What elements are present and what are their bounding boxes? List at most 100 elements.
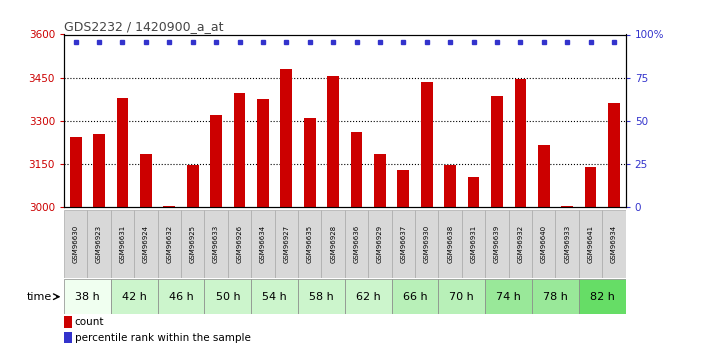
Bar	[345, 279, 392, 314]
Bar	[205, 210, 228, 278]
Text: GSM96633: GSM96633	[213, 225, 219, 263]
Bar	[439, 210, 462, 278]
Bar	[555, 210, 579, 278]
Bar	[164, 206, 175, 207]
Bar	[579, 210, 602, 278]
Bar	[462, 210, 485, 278]
Text: 82 h: 82 h	[590, 292, 615, 302]
Bar	[134, 210, 158, 278]
Text: GSM96640: GSM96640	[541, 225, 547, 263]
Text: GSM96637: GSM96637	[400, 225, 407, 263]
Bar	[234, 93, 245, 207]
Bar	[538, 145, 550, 207]
Bar	[321, 210, 345, 278]
Bar	[608, 104, 620, 207]
Text: 42 h: 42 h	[122, 292, 146, 302]
Text: 58 h: 58 h	[309, 292, 333, 302]
Bar	[64, 316, 72, 328]
Text: GSM96634: GSM96634	[260, 225, 266, 263]
Bar	[368, 210, 392, 278]
Bar	[87, 210, 111, 278]
Bar	[280, 69, 292, 207]
Bar	[397, 170, 410, 207]
Text: count: count	[75, 317, 104, 327]
Bar	[327, 76, 339, 207]
Bar	[579, 279, 626, 314]
Text: 66 h: 66 h	[402, 292, 427, 302]
Bar	[421, 82, 432, 207]
Bar	[485, 279, 532, 314]
Text: GSM96635: GSM96635	[306, 225, 313, 263]
Text: GSM96929: GSM96929	[377, 225, 383, 263]
Bar	[111, 210, 134, 278]
Text: GSM96934: GSM96934	[611, 225, 617, 263]
Text: 46 h: 46 h	[169, 292, 193, 302]
Bar	[392, 279, 439, 314]
Bar	[561, 206, 573, 207]
Bar	[140, 154, 151, 207]
Bar	[64, 279, 111, 314]
Text: percentile rank within the sample: percentile rank within the sample	[75, 333, 250, 343]
Bar	[508, 210, 532, 278]
Bar	[210, 115, 222, 207]
Bar	[532, 279, 579, 314]
Text: GSM96926: GSM96926	[237, 225, 242, 263]
Text: 50 h: 50 h	[215, 292, 240, 302]
Text: GSM96928: GSM96928	[330, 225, 336, 263]
Bar	[444, 165, 456, 207]
Bar	[158, 279, 205, 314]
Text: GSM96631: GSM96631	[119, 225, 126, 263]
Bar	[304, 118, 316, 207]
Bar	[158, 210, 181, 278]
Bar	[392, 210, 415, 278]
Bar	[64, 210, 87, 278]
Bar	[111, 279, 158, 314]
Text: GSM96638: GSM96638	[447, 225, 453, 263]
Bar	[532, 210, 555, 278]
Text: GSM96639: GSM96639	[494, 225, 500, 263]
Text: GSM96933: GSM96933	[564, 225, 570, 263]
Bar	[251, 210, 274, 278]
Text: GSM96925: GSM96925	[190, 225, 196, 263]
Bar	[374, 154, 386, 207]
Text: GSM96932: GSM96932	[518, 225, 523, 263]
Bar	[70, 137, 82, 207]
Bar	[351, 132, 363, 207]
Bar	[181, 210, 205, 278]
Bar	[228, 210, 251, 278]
Text: GSM96927: GSM96927	[283, 225, 289, 263]
Bar	[345, 210, 368, 278]
Bar	[64, 332, 72, 344]
Text: GSM96630: GSM96630	[73, 225, 79, 263]
Bar	[257, 99, 269, 207]
Text: GDS2232 / 1420900_a_at: GDS2232 / 1420900_a_at	[64, 20, 223, 33]
Bar	[468, 177, 479, 207]
Bar	[602, 210, 626, 278]
Text: GSM96641: GSM96641	[587, 225, 594, 263]
Text: GSM96924: GSM96924	[143, 225, 149, 263]
Bar	[251, 279, 298, 314]
Bar	[187, 165, 198, 207]
Text: 74 h: 74 h	[496, 292, 521, 302]
Text: time: time	[27, 292, 53, 302]
Text: 38 h: 38 h	[75, 292, 100, 302]
Bar	[515, 79, 526, 207]
Bar	[205, 279, 251, 314]
Bar	[117, 98, 129, 207]
Text: 78 h: 78 h	[543, 292, 568, 302]
Text: GSM96931: GSM96931	[471, 225, 476, 263]
Bar	[491, 96, 503, 207]
Bar	[93, 134, 105, 207]
Bar	[439, 279, 485, 314]
Text: 62 h: 62 h	[356, 292, 380, 302]
Text: GSM96930: GSM96930	[424, 225, 429, 263]
Bar	[298, 279, 345, 314]
Text: GSM96632: GSM96632	[166, 225, 172, 263]
Bar	[274, 210, 298, 278]
Bar	[298, 210, 321, 278]
Text: GSM96636: GSM96636	[353, 225, 360, 263]
Text: GSM96923: GSM96923	[96, 225, 102, 263]
Bar	[584, 167, 597, 207]
Text: 54 h: 54 h	[262, 292, 287, 302]
Bar	[415, 210, 439, 278]
